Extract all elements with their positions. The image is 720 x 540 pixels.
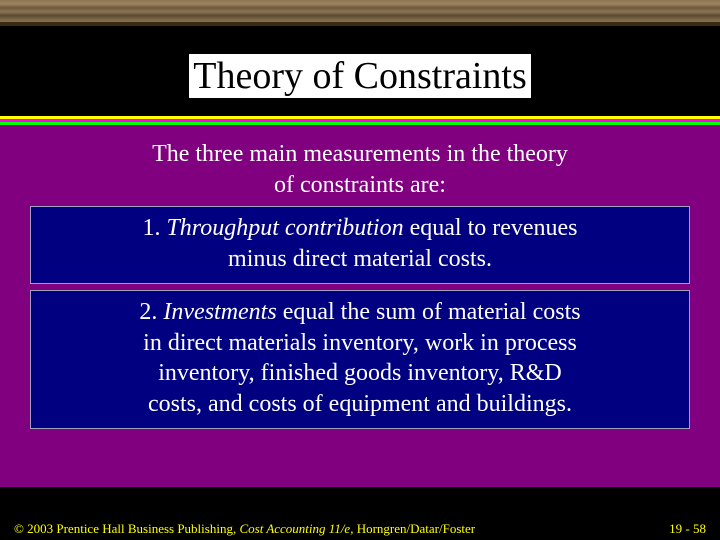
box2-term: Investments [163, 299, 276, 325]
box2-rest1: equal the sum of material costs [277, 299, 581, 325]
title-background: Theory of Constraints [189, 54, 531, 98]
footer-left: © 2003 Prentice Hall Business Publishing… [14, 521, 475, 537]
measurement-box-2: 2. Investments equal the sum of material… [30, 290, 690, 429]
box1-rest1: equal to revenues [404, 215, 578, 241]
box2-lead: 2. [139, 299, 163, 325]
footer-page: 19 - 58 [669, 521, 706, 537]
measurement-box-1: 1. Throughput contribution equal to reve… [30, 206, 690, 283]
box2-line4: costs, and costs of equipment and buildi… [148, 391, 572, 417]
title-section: Theory of Constraints [0, 26, 720, 116]
divider-lines [0, 116, 720, 125]
slide-title: Theory of Constraints [193, 55, 527, 97]
footer-authors: Horngren/Datar/Foster [353, 521, 475, 536]
footer-book: Cost Accounting 11/e, [239, 521, 353, 536]
decorative-top-border [0, 0, 720, 26]
box1-term: Throughput contribution [166, 215, 403, 241]
box1-lead: 1. [142, 215, 166, 241]
intro-line1: The three main measurements in the theor… [150, 139, 570, 170]
content-area: The three main measurements in the theor… [0, 125, 720, 487]
box2-line2: in direct materials inventory, work in p… [143, 330, 577, 356]
intro-block: The three main measurements in the theor… [22, 139, 698, 200]
box1-line2: minus direct material costs. [228, 246, 492, 272]
footer: © 2003 Prentice Hall Business Publishing… [0, 512, 720, 540]
intro-line2: of constraints are: [272, 170, 448, 201]
box2-line3: inventory, finished goods inventory, R&D [158, 360, 562, 386]
footer-copyright: © 2003 Prentice Hall Business Publishing… [14, 521, 239, 536]
